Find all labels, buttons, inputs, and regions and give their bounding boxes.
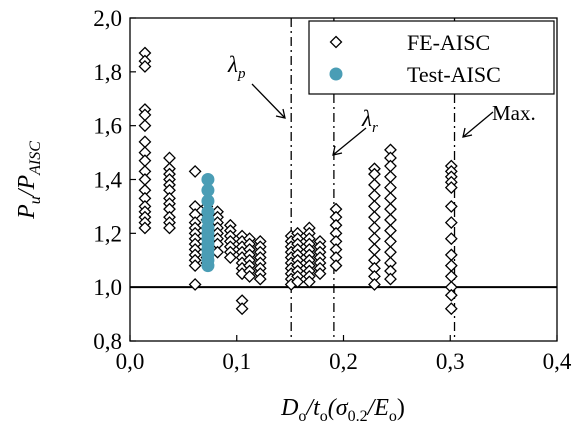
y-tick-label: 1,4 <box>93 168 122 193</box>
data-point-fe-aisc <box>369 201 380 212</box>
lambda-r-arrow <box>333 128 366 155</box>
y-tick-label: 1,0 <box>93 275 122 300</box>
data-point-fe-aisc <box>385 225 396 236</box>
data-point-fe-aisc <box>164 152 175 163</box>
data-point-fe-aisc <box>385 214 396 225</box>
data-point-fe-aisc <box>385 247 396 258</box>
data-point-fe-aisc <box>369 190 380 201</box>
x-axis-label: Do/to(σ0.2/Eo) <box>280 395 405 425</box>
legend-label-test-aisc: Test-AISC <box>407 62 501 87</box>
data-point-fe-aisc <box>190 279 201 290</box>
data-point-fe-aisc <box>139 120 150 131</box>
data-point-fe-aisc <box>369 179 380 190</box>
data-point-fe-aisc <box>369 222 380 233</box>
data-point-fe-aisc <box>237 303 248 314</box>
data-point-fe-aisc <box>385 204 396 215</box>
data-point-fe-aisc <box>369 233 380 244</box>
y-tick-label: 0,8 <box>93 329 122 354</box>
data-point-fe-aisc <box>385 236 396 247</box>
data-point-fe-aisc <box>385 161 396 172</box>
data-point-fe-aisc <box>385 274 396 285</box>
data-point-fe-aisc <box>369 279 380 290</box>
data-point-fe-aisc <box>190 166 201 177</box>
lambda-p-label: λp <box>227 52 246 82</box>
y-tick-label: 2,0 <box>93 6 122 31</box>
x-tick-label: 0,3 <box>436 349 465 374</box>
data-point-fe-aisc <box>446 217 457 228</box>
y-tick-label: 1,2 <box>93 221 122 246</box>
data-point-fe-aisc <box>139 136 150 147</box>
max-arrow <box>463 112 493 137</box>
data-point-fe-aisc <box>369 244 380 255</box>
data-point-fe-aisc <box>385 171 396 182</box>
data-point-fe-aisc <box>369 212 380 223</box>
max-label: Max. <box>492 101 536 125</box>
legend-marker-test-aisc <box>330 68 343 81</box>
data-point-test-aisc <box>201 259 214 272</box>
x-tick-label: 0,4 <box>543 349 572 374</box>
data-point-fe-aisc <box>385 182 396 193</box>
x-tick-label: 0,1 <box>222 349 251 374</box>
y-tick-label: 1,8 <box>93 60 122 85</box>
x-tick-label: 0,2 <box>329 349 358 374</box>
legend-label-fe-aisc: FE-AISC <box>407 30 490 55</box>
data-point-fe-aisc <box>139 155 150 166</box>
y-tick-label: 1,6 <box>93 114 122 139</box>
lambda-p-arrow <box>252 84 285 118</box>
data-point-fe-aisc <box>385 193 396 204</box>
data-point-fe-aisc <box>139 174 150 185</box>
lambda-r-label: λr <box>361 106 378 136</box>
data-point-fe-aisc <box>331 260 342 271</box>
y-axis-label: Pu/PAISC <box>14 141 44 220</box>
